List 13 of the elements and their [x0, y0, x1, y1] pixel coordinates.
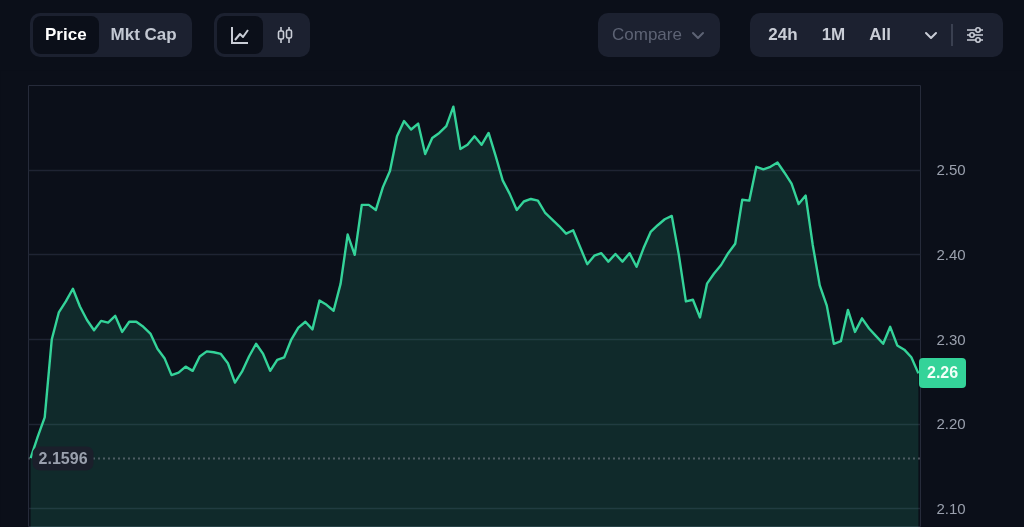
text: 24h	[768, 23, 798, 46]
y-tick-label: 2.40	[936, 245, 966, 263]
ref-line-label: 2.1596	[38, 450, 88, 468]
text: Mkt Cap	[110, 23, 177, 46]
y-tick-label: 2.10	[936, 499, 966, 517]
y-tick-label: 2.50	[936, 161, 966, 179]
text: Compare	[612, 23, 682, 46]
y-tick-label: 2.30	[936, 330, 966, 348]
y-tick-label: 2.20	[936, 415, 966, 433]
text: Price	[45, 23, 87, 46]
text: 1M	[821, 23, 846, 46]
text: All	[869, 23, 891, 46]
last-price-tag: 2.26	[919, 357, 967, 388]
